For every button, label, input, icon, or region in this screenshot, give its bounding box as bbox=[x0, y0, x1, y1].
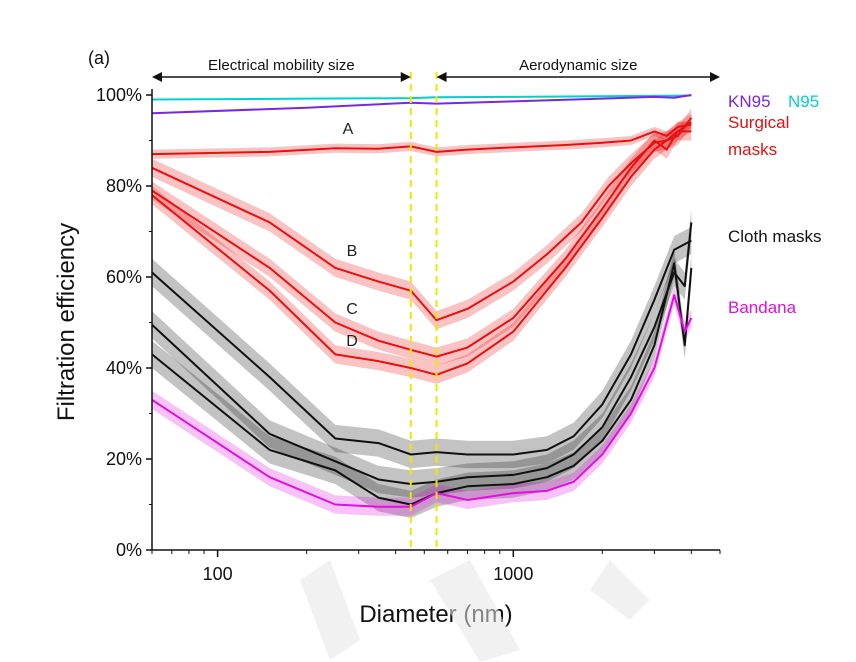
line-surgical-mask-c bbox=[151, 130, 692, 358]
legend-label-cloth-masks: Cloth masks bbox=[728, 227, 822, 246]
series-lines bbox=[151, 94, 693, 508]
electrical-mobility-arrow-left-head bbox=[152, 72, 162, 82]
line-cloth-mask-2 bbox=[151, 222, 693, 486]
legend: KN95 N95 Surgical masks Cloth masks Bandana bbox=[728, 92, 822, 317]
line-cloth-mask-3 bbox=[151, 262, 693, 506]
electrical-mobility-arrow-label-bg bbox=[174, 55, 389, 75]
band-surgical-mask-a bbox=[152, 120, 692, 159]
line-bandana bbox=[151, 294, 693, 508]
line-cloth-mask-1 bbox=[151, 239, 692, 456]
legend-label-bandana: Bandana bbox=[728, 298, 797, 317]
y-tick-label: 20% bbox=[106, 449, 142, 469]
band-cloth-mask-3 bbox=[152, 249, 692, 519]
electrical-mobility-arrow-label: Electrical mobility size bbox=[208, 57, 355, 74]
aerodynamic-arrow-left-head bbox=[436, 72, 447, 82]
x-tick-label: 1000 bbox=[493, 564, 533, 584]
panel-label: (a) bbox=[88, 48, 110, 68]
legend-label-n95: N95 bbox=[788, 92, 819, 111]
y-axis-title: Filtration efficiency bbox=[53, 223, 80, 421]
aerodynamic-arrow-label-bg bbox=[505, 55, 652, 75]
series-labels: A B CD bbox=[343, 121, 358, 350]
series-label-b: B bbox=[347, 243, 358, 260]
line-surgical-mask-b bbox=[151, 117, 693, 322]
y-tick-label: 60% bbox=[106, 267, 142, 287]
aerodynamic-arrow-label: Aerodynamic size bbox=[519, 57, 637, 74]
legend-label-kn95: KN95 bbox=[728, 92, 771, 111]
legend-label-masks: masks bbox=[728, 140, 777, 159]
size-region-annotations: Electrical mobility size Aerodynamic size bbox=[152, 55, 720, 82]
line-surgical-mask-d bbox=[151, 121, 692, 376]
y-tick-label: 0% bbox=[116, 540, 142, 560]
x-tick-label: 100 bbox=[203, 564, 233, 584]
size-dividers bbox=[409, 72, 438, 550]
band-surgical-mask-d bbox=[152, 113, 692, 384]
line-surgical-mask-a bbox=[151, 123, 692, 156]
aerodynamic-arrow-right-head bbox=[710, 72, 720, 82]
electrical-mobility-arrow-right-head bbox=[400, 72, 411, 82]
y-tick-label: 80% bbox=[106, 176, 142, 196]
series-label-c: C bbox=[346, 301, 358, 318]
x-axis-title: Diameter (nm) bbox=[359, 601, 512, 628]
y-tick-label: 100% bbox=[96, 85, 142, 105]
series-label-d: D bbox=[346, 333, 358, 350]
series-label-a: A bbox=[343, 121, 354, 138]
uncertainty-bands bbox=[152, 108, 692, 519]
line-kn95 bbox=[151, 94, 692, 115]
y-tick-label: 40% bbox=[106, 358, 142, 378]
legend-label-surgical: Surgical bbox=[728, 113, 789, 132]
